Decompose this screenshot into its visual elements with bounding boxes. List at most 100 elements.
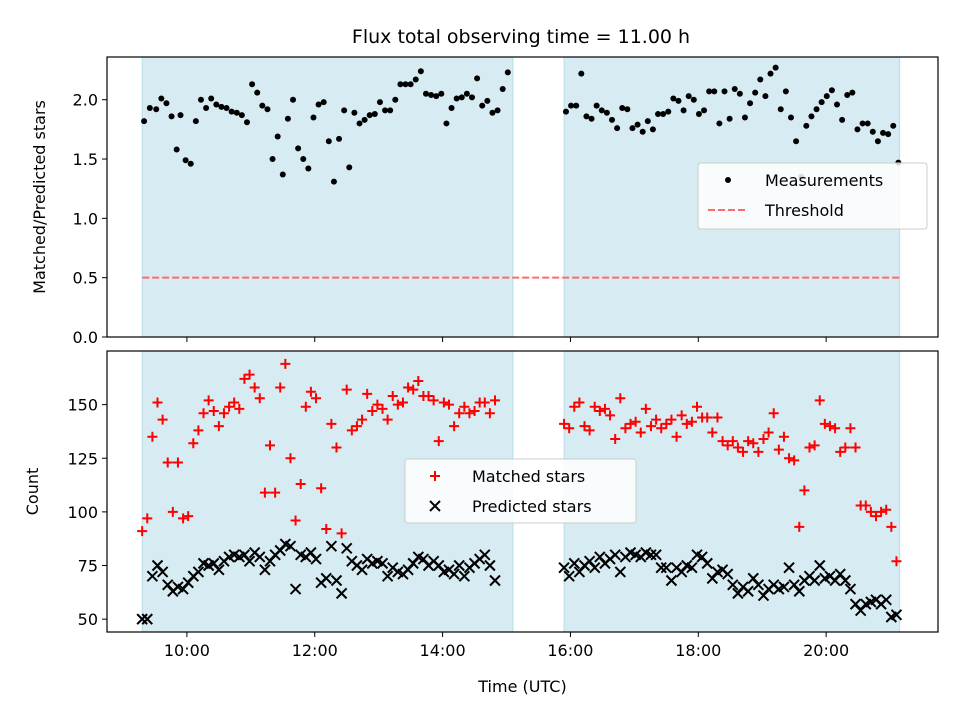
data-point <box>722 440 733 451</box>
data-point <box>325 540 338 552</box>
data-point <box>371 110 378 117</box>
data-point <box>605 410 616 421</box>
data-point <box>167 506 178 517</box>
data-point <box>198 408 209 419</box>
data-point <box>290 96 297 103</box>
data-point <box>660 561 673 574</box>
data-point <box>448 105 455 112</box>
y-axis-label: Count <box>23 468 42 516</box>
data-point <box>799 485 810 496</box>
data-point <box>778 431 789 442</box>
data-point <box>397 81 404 88</box>
data-point <box>417 68 424 75</box>
data-point <box>748 438 759 449</box>
data-point <box>330 574 343 587</box>
legend-label: Predicted stars <box>472 497 592 516</box>
data-point <box>265 440 276 451</box>
y-tick-label: 0.0 <box>73 328 98 347</box>
count-panel: 10:00 12:00 14:00 16:00 18:00 20:00 50 75 100 125… <box>23 350 939 696</box>
data-point <box>341 384 352 395</box>
data-point <box>458 570 471 582</box>
data-point <box>589 401 600 412</box>
data-point <box>458 94 465 101</box>
data-point <box>413 376 424 387</box>
data-point <box>804 442 815 453</box>
data-point <box>670 95 677 102</box>
data-point <box>321 524 332 535</box>
data-point <box>885 131 892 138</box>
data-point <box>758 433 769 444</box>
data-point <box>738 446 749 457</box>
data-point <box>244 369 255 380</box>
data-point <box>208 406 219 417</box>
data-point <box>433 436 444 447</box>
legend-label: Matched stars <box>472 467 585 486</box>
data-point <box>484 559 496 572</box>
data-point <box>686 561 698 574</box>
data-point <box>828 87 835 94</box>
data-point <box>712 412 723 423</box>
data-point <box>264 106 271 113</box>
data-point <box>387 107 394 114</box>
x-tick-label: 14:00 <box>420 641 466 660</box>
data-point <box>469 406 480 417</box>
x-tick-label: 10:00 <box>164 641 210 660</box>
legend-marker <box>429 500 441 512</box>
data-point <box>844 91 851 98</box>
x-axis-label: Time (UTC) <box>477 677 566 696</box>
data-point <box>290 515 301 526</box>
x-tick-label: 20:00 <box>803 641 849 660</box>
data-point <box>310 553 322 565</box>
data-point <box>156 566 169 578</box>
data-point <box>454 408 465 419</box>
data-point <box>453 559 465 572</box>
data-point <box>830 423 841 434</box>
data-point <box>818 99 825 106</box>
data-point <box>259 564 271 576</box>
data-point <box>147 431 158 442</box>
data-point <box>504 69 511 76</box>
data-point <box>614 566 627 578</box>
data-point <box>849 89 856 96</box>
data-point <box>284 115 291 122</box>
data-point <box>141 118 148 125</box>
data-point <box>880 129 887 136</box>
data-point <box>716 120 723 127</box>
series-matched-stars <box>137 358 902 567</box>
legend: Matched stars Predicted stars <box>404 458 637 524</box>
data-point <box>747 100 754 107</box>
data-point <box>392 96 399 103</box>
legend-label: Measurements <box>765 171 883 190</box>
data-point <box>326 418 337 429</box>
data-point <box>574 397 585 408</box>
data-point <box>254 393 265 404</box>
data-point <box>823 93 830 100</box>
data-point <box>609 549 621 561</box>
data-point <box>469 94 476 101</box>
data-point <box>676 410 687 421</box>
legend-label: Threshold <box>764 201 844 220</box>
data-point <box>845 423 856 434</box>
data-point <box>173 146 180 153</box>
data-point <box>474 75 481 82</box>
data-point <box>438 90 445 97</box>
data-point <box>295 478 306 489</box>
data-point <box>701 107 708 114</box>
data-point <box>558 561 570 574</box>
data-point <box>649 126 656 133</box>
data-point <box>183 511 194 522</box>
data-point <box>559 418 570 429</box>
data-point <box>249 382 260 393</box>
data-point <box>223 105 230 112</box>
data-point <box>870 511 881 522</box>
data-point <box>305 386 316 397</box>
data-point <box>732 442 743 453</box>
axes-frame <box>106 350 939 633</box>
data-point <box>808 574 821 587</box>
data-point <box>387 391 398 402</box>
data-point <box>615 393 626 404</box>
data-point <box>449 421 460 432</box>
data-point <box>671 431 682 442</box>
data-point <box>330 178 337 185</box>
data-point <box>743 436 754 447</box>
